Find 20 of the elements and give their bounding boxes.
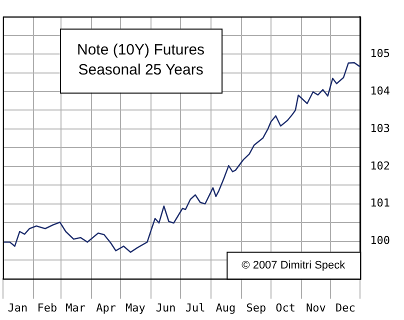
x-tick-label: Jul bbox=[185, 301, 206, 314]
x-tick-label: Jun bbox=[156, 301, 176, 314]
y-tick-label: 104 bbox=[370, 84, 390, 98]
y-tick-label: 105 bbox=[370, 46, 390, 60]
x-tick-label: Jan bbox=[8, 301, 28, 314]
x-tick-label: Aug bbox=[216, 301, 236, 314]
x-tick-label: Dec bbox=[335, 301, 356, 314]
x-tick-label: Nov bbox=[306, 301, 326, 314]
x-tick-label: Sep bbox=[246, 301, 266, 314]
y-tick-label: 102 bbox=[370, 159, 390, 172]
annotation: © 2007 Dimitri Speck bbox=[242, 259, 346, 272]
y-tick-label: 100 bbox=[370, 234, 390, 248]
x-tick-label: May bbox=[126, 301, 146, 314]
text: Note (10Y) Futures Seasonal 25 Years bbox=[76, 42, 205, 79]
x-tick-label: Mar bbox=[66, 301, 86, 314]
x-tick-label: Feb bbox=[37, 301, 58, 314]
y-tick-label: 101 bbox=[370, 196, 390, 210]
y-tick-label: 103 bbox=[370, 122, 390, 135]
x-tick-label: Apr bbox=[96, 301, 116, 314]
x-tick-label: Oct bbox=[276, 301, 296, 314]
